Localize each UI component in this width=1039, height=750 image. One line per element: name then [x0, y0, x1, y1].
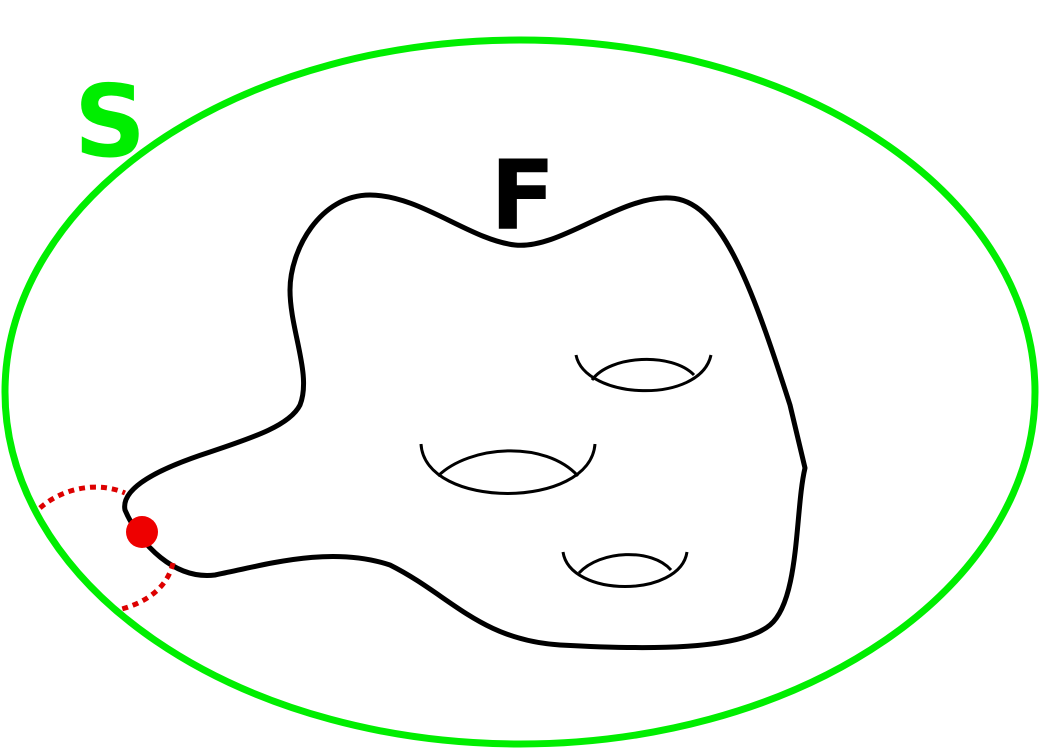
handle-2-inner-arc — [438, 451, 578, 476]
surface-f-outline — [125, 195, 805, 648]
handle-3 — [563, 552, 687, 587]
handle-1 — [576, 355, 711, 391]
label-f: F — [490, 148, 556, 244]
label-s: S — [74, 72, 146, 172]
dotted-arc-lower — [118, 563, 173, 610]
dotted-arc-upper — [40, 487, 125, 508]
handle-3-inner-arc — [579, 555, 671, 573]
handle-2 — [421, 444, 595, 494]
handle-1-inner-arc — [592, 359, 694, 380]
boundary-point — [126, 516, 158, 548]
